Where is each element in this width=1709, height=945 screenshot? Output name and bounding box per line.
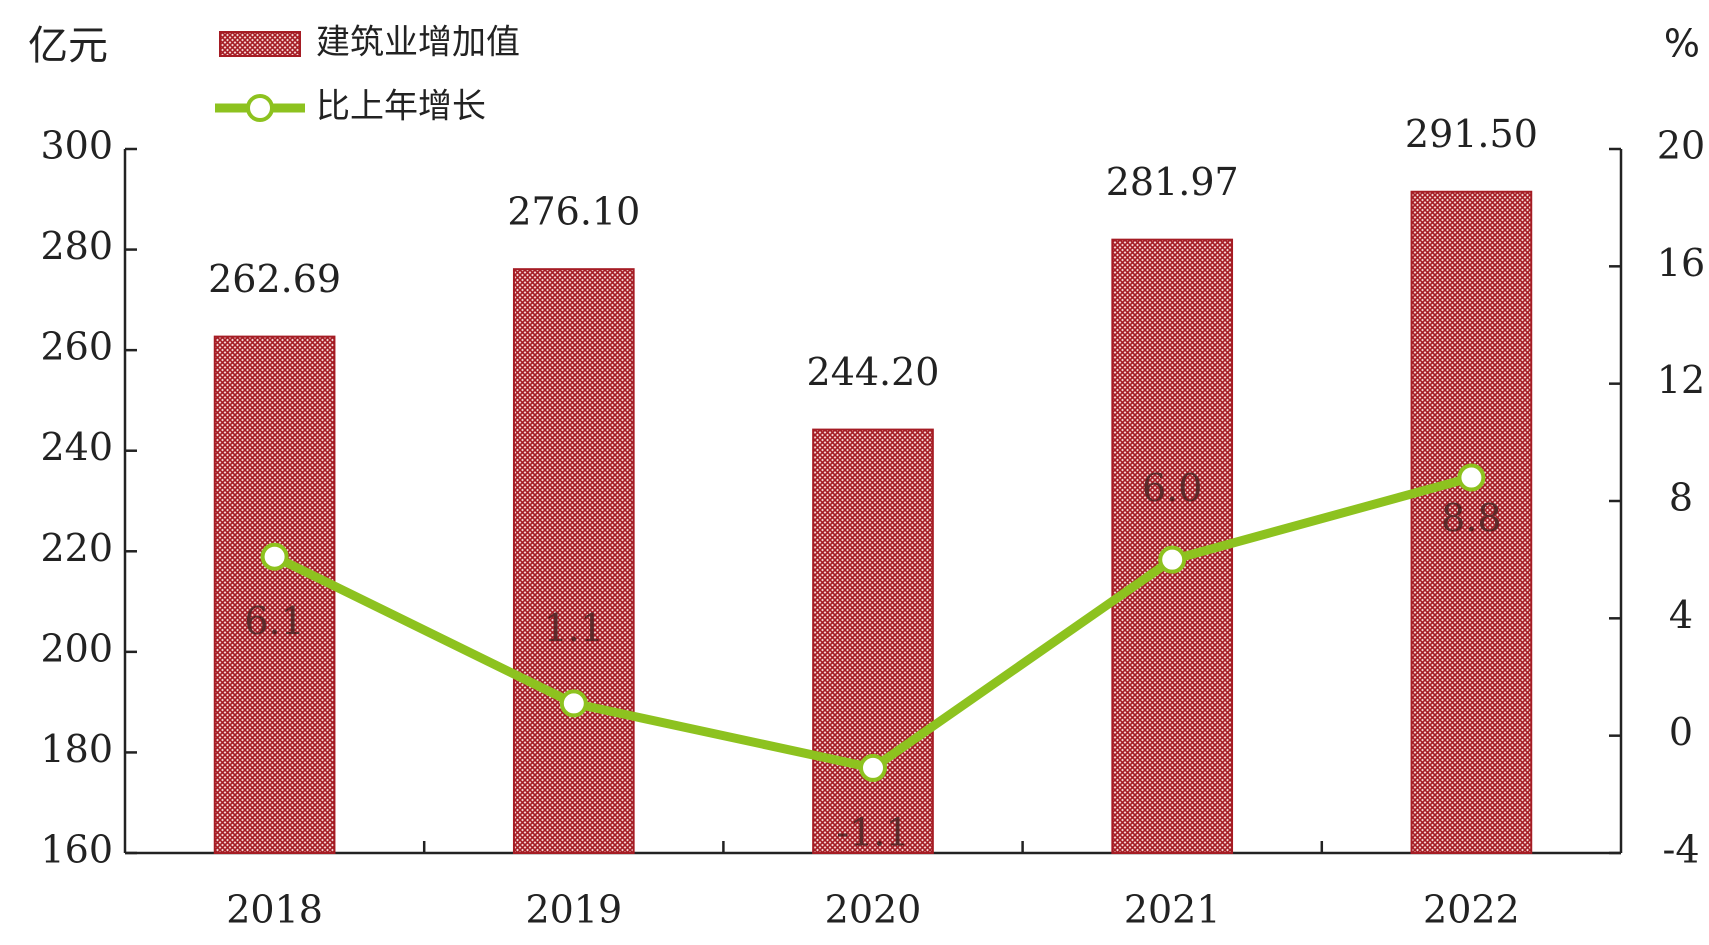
y-tick-label: 260: [40, 325, 113, 369]
x-tick-label: 2021: [1124, 888, 1221, 932]
line-value-label: 6.1: [244, 599, 304, 643]
y2-tick-label: 12: [1657, 358, 1705, 402]
legend-label: 比上年增长: [316, 87, 486, 127]
y2-tick-label: 0: [1669, 710, 1693, 754]
line-point: [1158, 545, 1187, 574]
line-value-label: 1.1: [544, 606, 604, 650]
y2-axis-label: %: [1664, 22, 1700, 66]
bar-value-label: 262.69: [208, 257, 341, 301]
x-tick-label: 2020: [825, 888, 922, 932]
line-value-label: -1.1: [836, 810, 909, 854]
y2-tick-label: 8: [1669, 476, 1693, 520]
x-tick-label: 2022: [1423, 888, 1520, 932]
line-point: [859, 753, 887, 782]
y2-tick-label: -4: [1662, 828, 1699, 872]
line-point: [260, 542, 289, 571]
line-point: [559, 689, 588, 718]
y-tick-label: 180: [40, 727, 113, 771]
bar: [512, 268, 635, 854]
legend-swatch: [219, 31, 301, 57]
line-value-label: 6.0: [1142, 466, 1202, 510]
y-tick-label: 220: [40, 526, 113, 570]
y-tick-label: 280: [40, 224, 113, 268]
y-axis-label: 亿元: [28, 23, 108, 69]
y-tick-label: 200: [40, 626, 113, 670]
bar-value-label: 276.10: [507, 190, 640, 234]
bar: [812, 428, 934, 854]
y2-tick-label: 4: [1669, 593, 1693, 637]
bar-value-label: 291.50: [1405, 112, 1538, 156]
y2-tick-label: 16: [1657, 241, 1705, 285]
y-tick-label: 240: [40, 425, 113, 469]
bar: [1410, 190, 1533, 854]
bar-value-label: 244.20: [807, 350, 940, 394]
line-value-label: 8.8: [1441, 496, 1501, 540]
legend-label: 建筑业增加值: [316, 23, 520, 63]
bar: [213, 335, 336, 854]
y2-tick-label: 20: [1657, 124, 1705, 168]
y-tick-label: 300: [40, 124, 113, 168]
x-tick-label: 2019: [525, 888, 622, 932]
y-tick-label: 160: [40, 828, 113, 872]
x-tick-label: 2018: [226, 888, 323, 932]
legend-marker: [246, 94, 274, 122]
bar-value-label: 281.97: [1106, 160, 1239, 204]
line-point: [1457, 463, 1486, 492]
